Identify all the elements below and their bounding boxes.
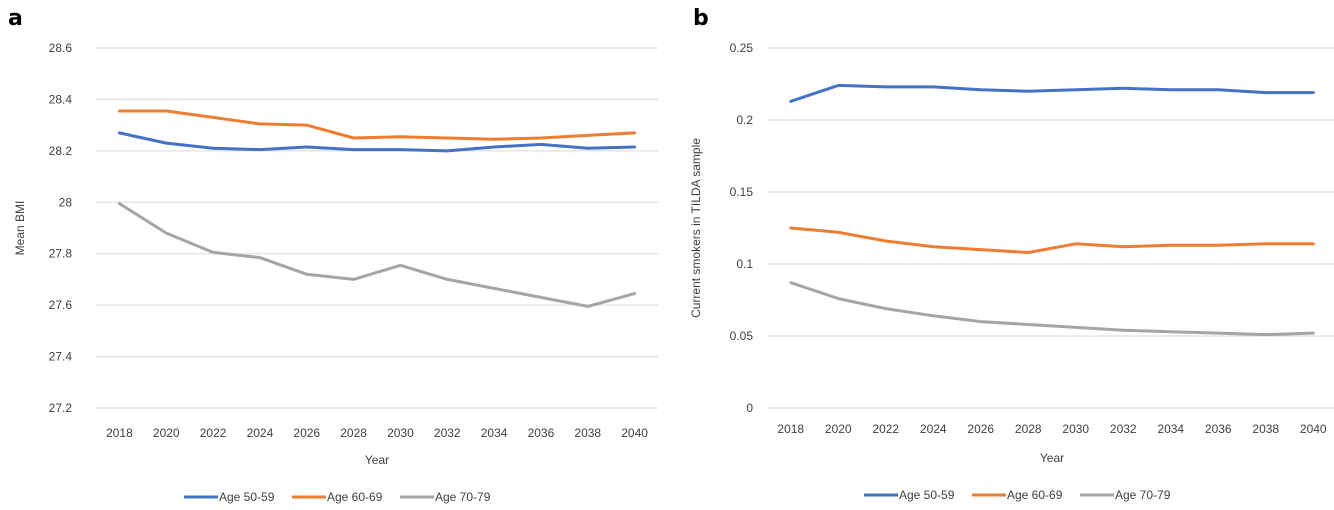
chart-mean-bmi: 27.2 27.4 27.6 27.8 28 28.2 28.4 28.6 2018 2020 20… — [13, 41, 658, 504]
chart-a-y-tick-label: 28.2 — [49, 144, 73, 158]
chart-a-y-tick-label: 27.2 — [49, 401, 73, 415]
chart-b-series-line-2 — [789, 226, 1315, 254]
chart-a-x-tick-label: 2026 — [293, 426, 320, 440]
chart-a-series-line-2 — [117, 109, 637, 141]
chart-a-x-tick-label: 2024 — [247, 426, 274, 440]
chart-b-x-tick-label: 2032 — [1110, 422, 1137, 436]
chart-b-y-tick-label: 0.25 — [730, 41, 754, 55]
chart-b-y-tick-label: 0.1 — [736, 257, 753, 271]
panel-b: b 0 0.05 0.1 0.15 0.2 0.25 2018 2020 2022 2024 202… — [667, 0, 1334, 510]
chart-a-legend-label: Age 70-79 — [435, 490, 491, 504]
chart-b-x-tick-label: 2038 — [1252, 422, 1279, 436]
chart-b-x-axis-title: Year — [1040, 451, 1064, 465]
chart-b-y-tick-label: 0 — [746, 401, 753, 415]
chart-b-x-tick-label: 2018 — [777, 422, 804, 436]
chart-a-y-axis-title: Mean BMI — [13, 201, 27, 256]
chart-b-series-line-1 — [789, 83, 1315, 103]
chart-b-x-tick-label: 2022 — [872, 422, 899, 436]
chart-a-y-tick-label: 27.8 — [49, 247, 73, 261]
chart-b-x-tick-label: 2030 — [1062, 422, 1089, 436]
chart-b-x-tick-label: 2034 — [1157, 422, 1184, 436]
chart-a-x-axis-title: Year — [365, 453, 389, 467]
chart-a-series-line-3 — [117, 202, 637, 308]
chart-b-x-tick-label: 2024 — [920, 422, 947, 436]
chart-a-y-tick-label: 28 — [59, 195, 73, 209]
chart-a-legend-label: Age 60-69 — [327, 490, 383, 504]
chart-b-x-tick-label: 2028 — [1015, 422, 1042, 436]
chart-b-x-tick-label: 2026 — [967, 422, 994, 436]
chart-a-y-tick-label: 28.6 — [49, 41, 73, 55]
chart-a-x-tick-label: 2022 — [200, 426, 227, 440]
chart-b-y-tick-label: 0.15 — [730, 185, 754, 199]
chart-b-y-tick-label: 0.2 — [736, 113, 753, 127]
chart-a-x-tick-label: 2020 — [153, 426, 180, 440]
chart-a-x-tick-label: 2032 — [434, 426, 461, 440]
chart-b-series-line-3 — [789, 281, 1315, 337]
chart-a-y-tick-label: 27.6 — [49, 298, 73, 312]
chart-a-x-tick-label: 2034 — [481, 426, 508, 440]
panel-letter-b: b — [693, 6, 709, 31]
chart-a-series-line-1 — [117, 131, 637, 153]
chart-a-x-tick-label: 2030 — [387, 426, 414, 440]
panel-letter-a: a — [8, 6, 23, 31]
chart-b-y-axis-title: Current smokers in TILDA sample — [689, 138, 703, 318]
chart-a-x-tick-label: 2036 — [528, 426, 555, 440]
chart-current-smokers: 0 0.05 0.1 0.15 0.2 0.25 2018 2020 2022 2024 2026 2… — [689, 41, 1334, 502]
chart-a-x-tick-label: 2028 — [340, 426, 367, 440]
chart-b-legend-label: Age 50-59 — [899, 488, 955, 502]
chart-b-y-tick-label: 0.05 — [730, 329, 754, 343]
chart-b-x-tick-label: 2036 — [1205, 422, 1232, 436]
chart-b-x-tick-label: 2020 — [825, 422, 852, 436]
chart-b-legend-label: Age 70-79 — [1115, 488, 1171, 502]
chart-a-x-tick-label: 2038 — [574, 426, 601, 440]
chart-a-x-tick-label: 2018 — [106, 426, 133, 440]
chart-a-y-tick-label: 27.4 — [49, 350, 73, 364]
chart-a-x-tick-label: 2040 — [621, 426, 648, 440]
chart-b-legend-label: Age 60-69 — [1007, 488, 1063, 502]
chart-a-y-tick-label: 28.4 — [49, 92, 73, 106]
chart-a-legend-label: Age 50-59 — [219, 490, 275, 504]
chart-b-x-tick-label: 2040 — [1300, 422, 1327, 436]
panel-a: a 27.2 27.4 27.6 27.8 28 28.2 28.4 28.6 2018 2020… — [8, 6, 658, 504]
